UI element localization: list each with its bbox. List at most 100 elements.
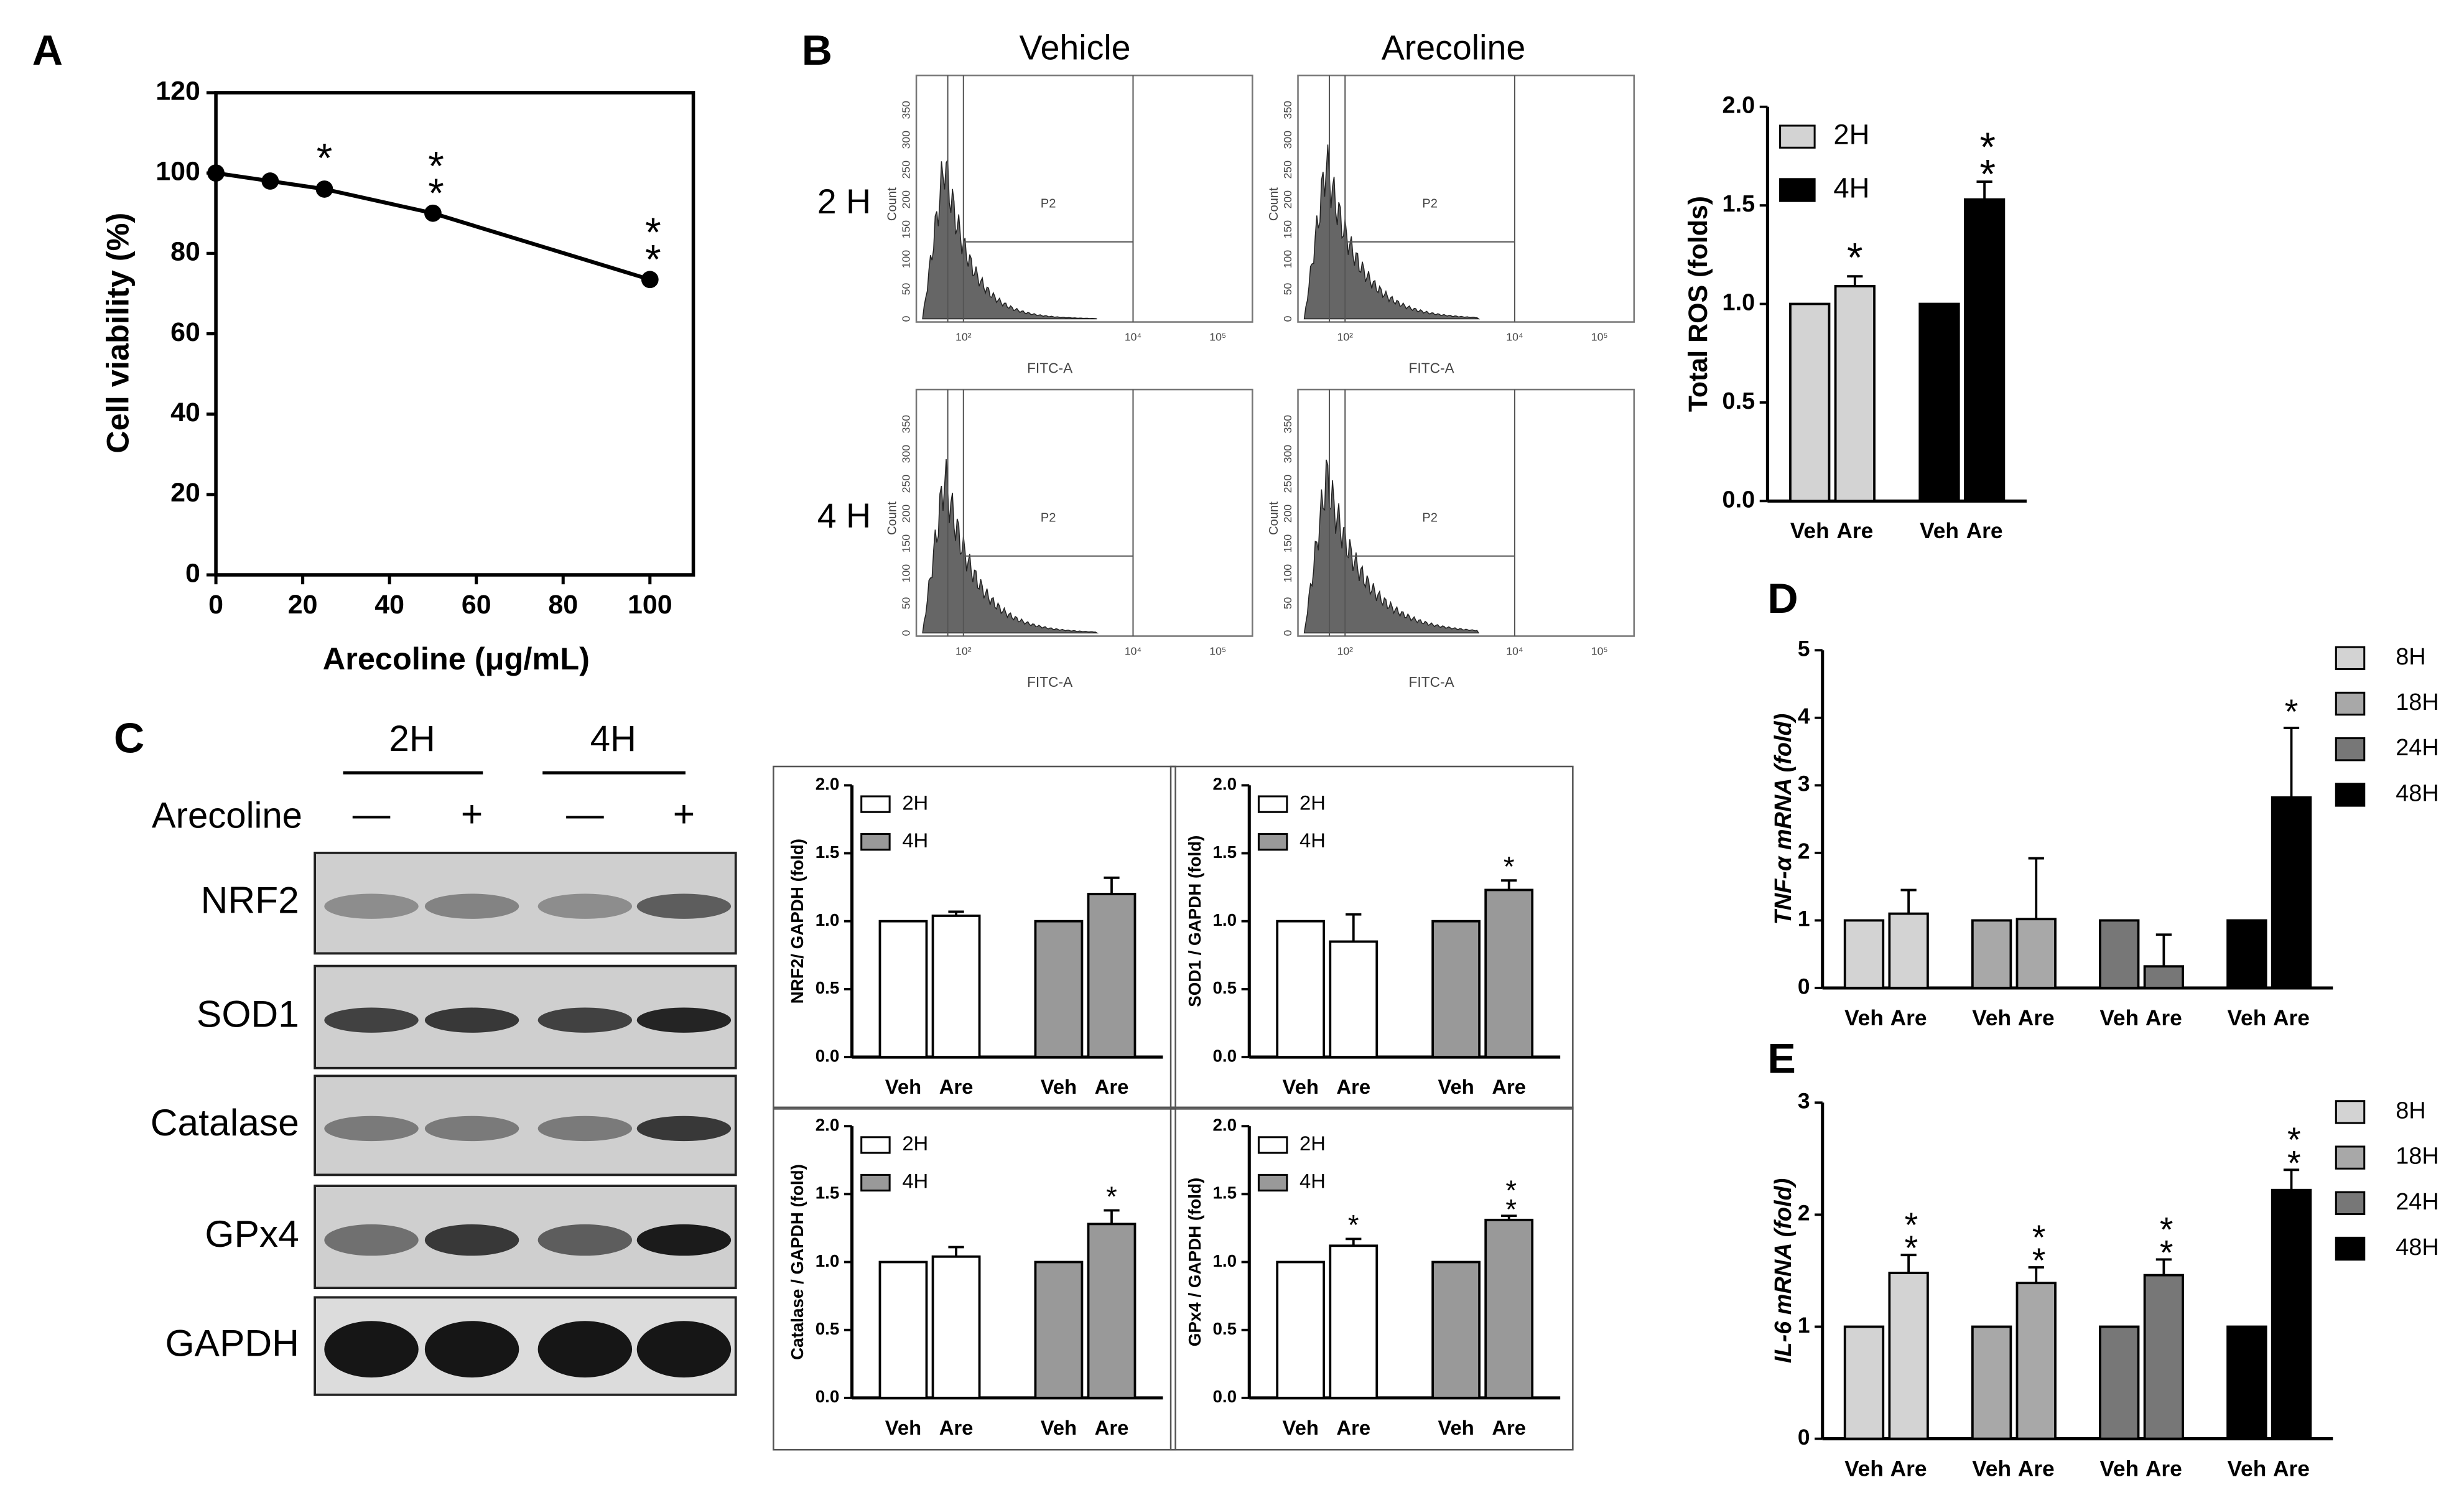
legend-swatch: [1257, 1173, 1288, 1192]
panel-letter: C: [114, 715, 144, 762]
y-axis-label: IL-6 mRNA (fold): [1770, 1178, 1797, 1363]
error-bar: [1900, 1254, 1917, 1274]
flow-x-tick-label: 10²: [955, 330, 972, 343]
flow-y-tick-label: 200: [1281, 505, 1294, 523]
band: [424, 893, 519, 919]
y-tick-label: 0.5: [1212, 1319, 1237, 1338]
error-bar: [2155, 1258, 2172, 1275]
gate-label: P2: [1041, 511, 1056, 524]
x-tick-label: Are: [1492, 1075, 1526, 1098]
bar: [931, 1255, 981, 1399]
bar: [1484, 888, 1534, 1058]
y-tick-label: 1.0: [816, 1251, 840, 1270]
x-tick-label: Are: [1336, 1416, 1370, 1439]
y-tick-label: 4: [1798, 704, 1810, 729]
bar: [1431, 920, 1481, 1058]
flow-x-label: FITC-A: [1409, 674, 1455, 690]
flow-x-tick-label: 10⁴: [1506, 330, 1523, 343]
y-tick-label: 2: [1798, 1201, 1810, 1226]
band: [424, 1007, 519, 1033]
error-bar: [1976, 180, 1992, 200]
legend-label: 4H: [902, 829, 928, 852]
flow-y-tick-label: 250: [900, 161, 913, 179]
flow-y-label: Count: [886, 501, 900, 535]
bar: [2015, 918, 2057, 989]
x-tick-label: 40: [374, 590, 404, 620]
treatment-label: Arecoline: [152, 796, 302, 836]
flow-frame: [1297, 74, 1635, 323]
column-title: Arecoline: [1382, 28, 1526, 67]
bar: [1888, 1272, 1929, 1440]
x-tick-label: Veh: [1972, 1006, 2011, 1030]
legend-swatch: [2335, 783, 2366, 807]
flow-x-tick-label: 10⁵: [1591, 645, 1608, 657]
flow-y-tick-label: 250: [1281, 161, 1294, 179]
protein-label: GAPDH: [165, 1322, 299, 1364]
y-tick-label: 1: [1798, 907, 1810, 931]
flow-y-tick-label: 50: [900, 283, 913, 296]
legend-label: 4H: [1299, 829, 1326, 852]
bar: [2226, 1325, 2267, 1440]
bar: [2271, 796, 2312, 989]
flow-x-label: FITC-A: [1027, 674, 1073, 690]
band: [324, 1224, 419, 1256]
group-label: 4H: [590, 719, 636, 759]
significance: *: [1106, 1181, 1117, 1213]
error-bar: [2028, 857, 2044, 920]
x-tick-label: Veh: [885, 1416, 921, 1439]
error-bar: [1104, 1209, 1120, 1224]
x-tick-label: Are: [1095, 1416, 1129, 1439]
bar: [1034, 920, 1084, 1058]
flow-y-tick-label: 350: [900, 101, 913, 119]
flow-y-tick-label: 150: [1281, 534, 1294, 553]
legend-swatch: [1257, 833, 1288, 851]
flow-y-tick-label: 50: [900, 597, 913, 609]
x-tick-label: Are: [939, 1075, 974, 1098]
y-tick-label: 1.5: [1212, 1183, 1237, 1203]
legend-swatch: [860, 1173, 891, 1192]
flow-x-tick-label: 10⁵: [1209, 645, 1226, 657]
subplot-frame: [773, 1106, 1176, 1451]
x-tick-label: Are: [2018, 1456, 2055, 1481]
flow-x-tick-label: 10²: [1337, 330, 1354, 343]
error-bar: [1346, 913, 1362, 942]
point: [641, 271, 659, 289]
panel-letter: A: [32, 27, 63, 74]
y-axis-label: SOD1 / GAPDH (fold): [1185, 836, 1204, 1007]
flow-y-tick-label: 300: [1281, 131, 1294, 149]
flow-y-label: Count: [1267, 501, 1281, 535]
y-tick-label: 20: [170, 478, 200, 508]
bar: [1971, 1325, 2012, 1440]
y-tick-label: 0.0: [816, 1387, 840, 1406]
x-tick-label: Veh: [1041, 1075, 1077, 1098]
band: [424, 1321, 519, 1378]
x-tick-label: Are: [1966, 519, 2003, 543]
flow-x-tick-label: 10⁵: [1209, 330, 1226, 343]
y-tick-label: 1.5: [1212, 842, 1237, 862]
y-tick-label: 0.0: [1722, 487, 1755, 513]
y-axis-label: TNF-α mRNA (fold): [1770, 714, 1797, 925]
flow-y-label: Count: [1267, 187, 1281, 221]
column-title: Vehicle: [1020, 28, 1131, 67]
significance: **: [1892, 1206, 1930, 1252]
x-tick-label: Veh: [1972, 1456, 2011, 1481]
flow-y-tick-label: 250: [900, 475, 913, 493]
y-tick-label: 2.0: [816, 1115, 840, 1134]
flow-y-tick-label: 350: [1281, 415, 1294, 434]
bar: [2099, 919, 2140, 989]
significance: **: [2275, 1120, 2313, 1167]
x-tick-label: Veh: [1844, 1006, 1884, 1030]
flow-y-tick-label: 50: [1281, 283, 1294, 296]
x-tick-label: Are: [2018, 1006, 2055, 1030]
legend-swatch: [2335, 1145, 2366, 1170]
legend-swatch: [2335, 737, 2366, 762]
band: [537, 1321, 633, 1378]
point: [424, 204, 442, 222]
flow-y-tick-label: 250: [1281, 475, 1294, 493]
y-tick-label: 0.5: [816, 1319, 840, 1338]
histogram: [922, 459, 1099, 634]
gate-label: P2: [1422, 511, 1438, 524]
legend-label: 8H: [2396, 1097, 2425, 1124]
y-tick-label: 0.5: [1212, 978, 1237, 997]
